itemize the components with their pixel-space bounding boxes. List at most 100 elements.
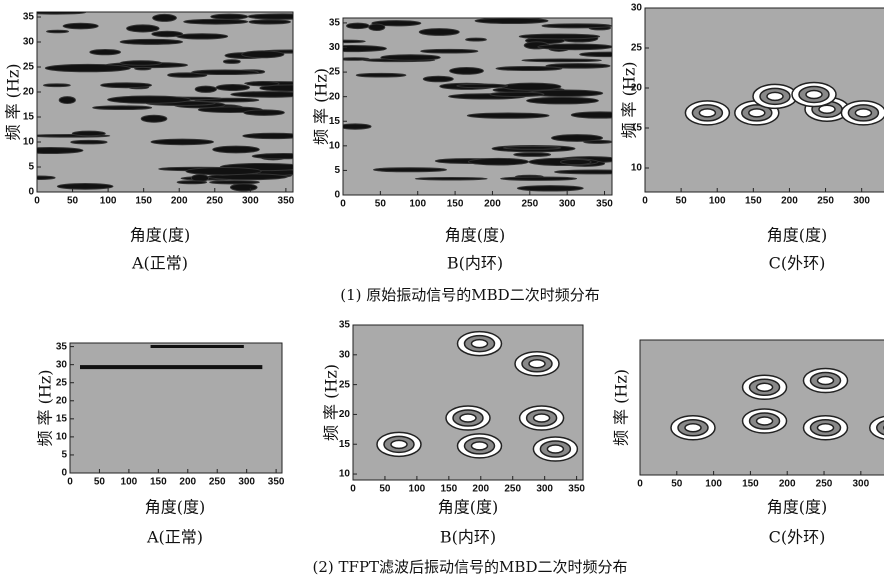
contour	[90, 49, 121, 54]
contour	[467, 113, 549, 118]
contour	[213, 146, 260, 153]
contour	[374, 168, 447, 172]
contour	[419, 29, 459, 36]
plot-area	[70, 343, 282, 473]
contour	[415, 178, 487, 180]
contour	[249, 20, 291, 24]
contour	[806, 90, 822, 98]
contour	[522, 59, 601, 62]
x-tick-label: 0	[67, 477, 73, 488]
y-axis-label: 频 率 (Hz)	[36, 369, 55, 446]
contour	[252, 154, 314, 159]
contour	[475, 18, 548, 23]
panel-caption: C(外环)	[769, 254, 826, 273]
y-tick-label: 35	[329, 18, 341, 29]
x-axis-label: 角度(度)	[438, 498, 499, 517]
contour	[71, 140, 107, 144]
contour	[153, 14, 177, 21]
contour	[561, 159, 592, 164]
contour	[18, 148, 83, 154]
x-tick-label: 50	[379, 484, 391, 495]
y-tick-label: 30	[339, 349, 351, 360]
y-tick-label: 35	[23, 12, 35, 23]
y-tick-label: 30	[23, 37, 35, 48]
x-tick-label: 150	[150, 477, 167, 488]
y-tick-label: 10	[631, 163, 643, 174]
y-tick-label: 25	[631, 43, 643, 54]
x-tick-label: 100	[100, 196, 117, 207]
contour	[519, 34, 599, 39]
contour	[502, 83, 561, 90]
y-axis-label: 频 率 (Hz)	[620, 61, 639, 138]
contour	[552, 135, 603, 142]
contour	[460, 414, 476, 422]
panel: 0501001502002503003501015202530频 率 (Hz)角…	[620, 3, 884, 273]
x-tick-label: 300	[559, 199, 576, 210]
x-tick-label: 200	[179, 477, 196, 488]
panel: 050100150200250300350频 率 (Hz)角度(度)C(外环)	[612, 340, 884, 547]
contour	[151, 345, 244, 348]
contour	[529, 360, 545, 368]
y-tick-label: 10	[329, 140, 341, 151]
contour	[855, 109, 871, 117]
contour	[101, 83, 152, 88]
y-tick-label: 25	[329, 67, 341, 78]
contour	[244, 110, 285, 116]
y-tick-label: 30	[56, 359, 68, 370]
x-tick-label: 100	[121, 477, 138, 488]
contour	[177, 34, 228, 39]
x-tick-label: 300	[853, 196, 870, 207]
contour	[767, 92, 783, 100]
x-tick-label: 150	[447, 199, 464, 210]
x-axis-label: 角度(度)	[767, 226, 828, 245]
x-tick-label: 50	[375, 199, 387, 210]
contour	[757, 417, 773, 425]
contour	[248, 14, 317, 19]
row-caption: (1) 原始振动信号的MBD二次时频分布	[340, 286, 599, 304]
contour	[381, 55, 440, 61]
contour	[120, 61, 162, 66]
x-tick-label: 100	[409, 199, 426, 210]
x-tick-label: 100	[709, 196, 726, 207]
panel-caption: A(正常)	[146, 528, 203, 547]
y-tick-label: 0	[334, 190, 340, 201]
contour	[555, 170, 638, 174]
y-tick-label: 10	[23, 137, 35, 148]
contour	[72, 131, 105, 136]
contour	[317, 45, 386, 51]
x-tick-label: 0	[34, 196, 40, 207]
x-tick-label: 300	[852, 479, 869, 490]
y-axis-label: 频 率 (Hz)	[312, 68, 331, 145]
x-tick-label: 100	[409, 484, 426, 495]
contour	[230, 184, 257, 191]
y-tick-label: 25	[23, 62, 35, 73]
contour	[340, 58, 370, 61]
contour	[517, 186, 583, 191]
contour	[152, 31, 183, 36]
contour	[450, 67, 484, 74]
contour	[472, 340, 488, 348]
contour	[108, 96, 191, 103]
x-tick-label: 300	[536, 484, 553, 495]
plot-area	[640, 340, 884, 475]
contour	[514, 153, 551, 157]
contour	[749, 109, 765, 117]
contour	[818, 377, 834, 385]
x-tick-label: 200	[484, 199, 501, 210]
contour	[501, 177, 577, 180]
x-axis-label: 角度(度)	[767, 498, 828, 517]
contour	[63, 23, 98, 29]
contour	[45, 64, 130, 71]
panel-caption: C(外环)	[769, 528, 826, 547]
contour	[242, 51, 284, 58]
contour	[472, 442, 488, 450]
y-tick-label: 5	[334, 165, 340, 176]
x-tick-label: 0	[637, 479, 643, 490]
x-tick-label: 0	[642, 196, 648, 207]
x-tick-label: 250	[817, 196, 834, 207]
y-axis-label: 频 率 (Hz)	[4, 63, 23, 140]
y-axis-label: 频 率 (Hz)	[322, 364, 341, 441]
contour	[421, 49, 478, 53]
